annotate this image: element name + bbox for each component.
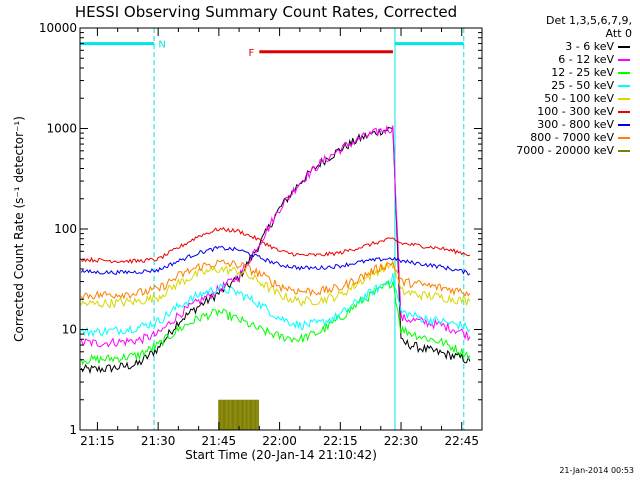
x-tick-label: 22:00 — [262, 434, 297, 448]
x-tick-label: 22:45 — [444, 434, 479, 448]
legend-swatch — [618, 85, 630, 87]
legend-swatch — [618, 98, 630, 100]
legend-entry: 12 - 25 keV — [482, 66, 632, 79]
y-tick-label: 10 — [62, 323, 77, 337]
legend-swatch — [618, 137, 630, 139]
legend-attenuator: Att 0 — [605, 27, 632, 40]
legend-label: 300 - 800 keV — [537, 118, 614, 131]
legend-entry: 25 - 50 keV — [482, 79, 632, 92]
series-group — [80, 124, 471, 430]
legend-detectors: Det 1,3,5,6,7,9, — [545, 14, 632, 27]
legend-entry: 300 - 800 keV — [482, 118, 632, 131]
y-tick-label: 1 — [69, 423, 77, 437]
y-tick-label: 10000 — [39, 21, 77, 35]
legend-label: 12 - 25 keV — [551, 66, 614, 79]
legend-swatch — [618, 111, 630, 113]
legend-entry: 800 - 7000 keV — [482, 131, 632, 144]
y-axis-label: Corrected Count Rate (s⁻¹ detector⁻¹) — [12, 116, 26, 342]
chart-title: HESSI Observing Summary Count Rates, Cor… — [75, 3, 457, 21]
legend-entry: 50 - 100 keV — [482, 92, 632, 105]
legend-entry: 7000 - 20000 keV — [482, 144, 632, 157]
legend-label: 100 - 300 keV — [537, 105, 614, 118]
plot-frame — [79, 27, 483, 431]
flag-label: N — [158, 40, 165, 51]
generated-timestamp: 21-Jan-2014 00:53 — [559, 466, 634, 475]
legend-swatch — [618, 46, 630, 48]
y-tick-label: 100 — [54, 222, 77, 236]
legend-entry: 3 - 6 keV — [482, 40, 632, 53]
legend-entry: 6 - 12 keV — [482, 53, 632, 66]
legend-swatch — [618, 150, 630, 152]
legend-label: 50 - 100 keV — [544, 92, 614, 105]
flag-label: F — [248, 48, 254, 59]
x-tick-label: 22:15 — [323, 434, 358, 448]
series-line — [80, 279, 471, 366]
legend-label: 7000 - 20000 keV — [516, 144, 614, 157]
x-axis-label: Start Time (20-Jan-14 21:10:42) — [185, 448, 377, 462]
x-tick-label: 21:30 — [141, 434, 176, 448]
legend-label: 800 - 7000 keV — [530, 131, 614, 144]
series-line — [80, 245, 471, 276]
series-line — [80, 124, 471, 348]
series-line — [81, 226, 471, 265]
x-tick-label: 21:15 — [80, 434, 115, 448]
y-tick-label: 1000 — [46, 122, 77, 136]
series-line — [80, 259, 471, 301]
legend: Det 1,3,5,6,7,9, Att 0 3 - 6 keV 6 - 12 k… — [482, 14, 632, 157]
legend-label: 25 - 50 keV — [551, 79, 614, 92]
legend-label: 6 - 12 keV — [558, 53, 614, 66]
series-line — [80, 260, 471, 309]
legend-label: 3 - 6 keV — [565, 40, 614, 53]
legend-swatch — [618, 59, 630, 61]
legend-entry: 100 - 300 keV — [482, 105, 632, 118]
series-line — [80, 273, 471, 338]
legend-swatch — [618, 124, 630, 126]
legend-entries: 3 - 6 keV 6 - 12 keV 12 - 25 keV 25 - 50 ke… — [482, 40, 632, 157]
x-tick-label: 22:30 — [384, 434, 419, 448]
x-tick-label: 21:45 — [202, 434, 237, 448]
legend-swatch — [618, 72, 630, 74]
